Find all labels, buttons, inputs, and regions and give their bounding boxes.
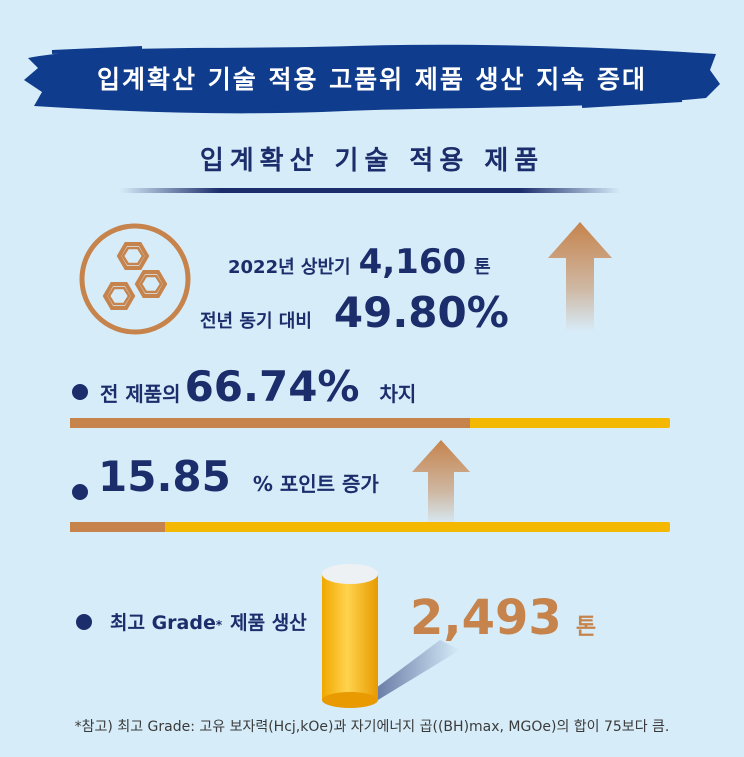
share-suffix: 차지 [379,382,417,406]
up-arrow-icon [548,222,612,336]
period-label: 2022년 상반기 [228,257,351,278]
share-value: 66.74% [184,362,360,411]
share-bar-fill [70,418,471,428]
subtitle-underline [120,188,620,193]
cylinder-graphic [320,560,460,714]
hexagon-molecule-icon [78,222,192,340]
yoy-label: 전년 동기 대비 [200,311,312,332]
subtitle: 입계확산 기술 적용 제품 [199,146,545,176]
top-grade-unit: 톤 [575,615,597,640]
increase-value: 15.85 [98,452,231,501]
yoy-line: 전년 동기 대비 49.80% [200,288,509,337]
share-bar-track [70,418,670,428]
production-unit: 톤 [474,257,491,278]
bullet-increase [72,484,88,500]
increase-line: 15.85 % 포인트 증가 [98,452,379,501]
up-arrow-icon [412,440,470,530]
top-grade-quantity: 2,493 톤 [410,590,596,646]
increase-bar-fill [70,522,166,532]
share-line: 전 제품의 66.74% 차지 [100,362,416,411]
banner-title: 입계확산 기술 적용 고품위 제품 생산 지속 증대 [97,65,647,94]
production-amount: 4,160 [358,242,467,282]
header-banner: 입계확산 기술 적용 고품위 제품 생산 지속 증대 [22,40,722,116]
yoy-value: 49.80% [333,288,509,337]
footnote: *참고) 최고 Grade: 고유 보자력(Hcj,kOe)과 자기에너지 곱(… [74,719,670,735]
production-line: 2022년 상반기 4,160 톤 [228,242,491,282]
bullet-share [72,384,88,400]
top-grade-mark: * [215,618,223,632]
increase-suffix: % 포인트 증가 [252,472,379,496]
share-prefix: 전 제품의 [100,382,181,406]
top-grade-tail: 제품 생산 [230,612,307,634]
brush-stroke-shape [24,44,720,114]
bullet-top-grade [76,614,92,630]
top-grade-label: 최고 Grade [110,612,216,634]
top-grade-amount: 2,493 [410,590,562,646]
top-grade-line: 최고 Grade * 제품 생산 [110,608,307,635]
increase-bar-track [70,522,670,532]
